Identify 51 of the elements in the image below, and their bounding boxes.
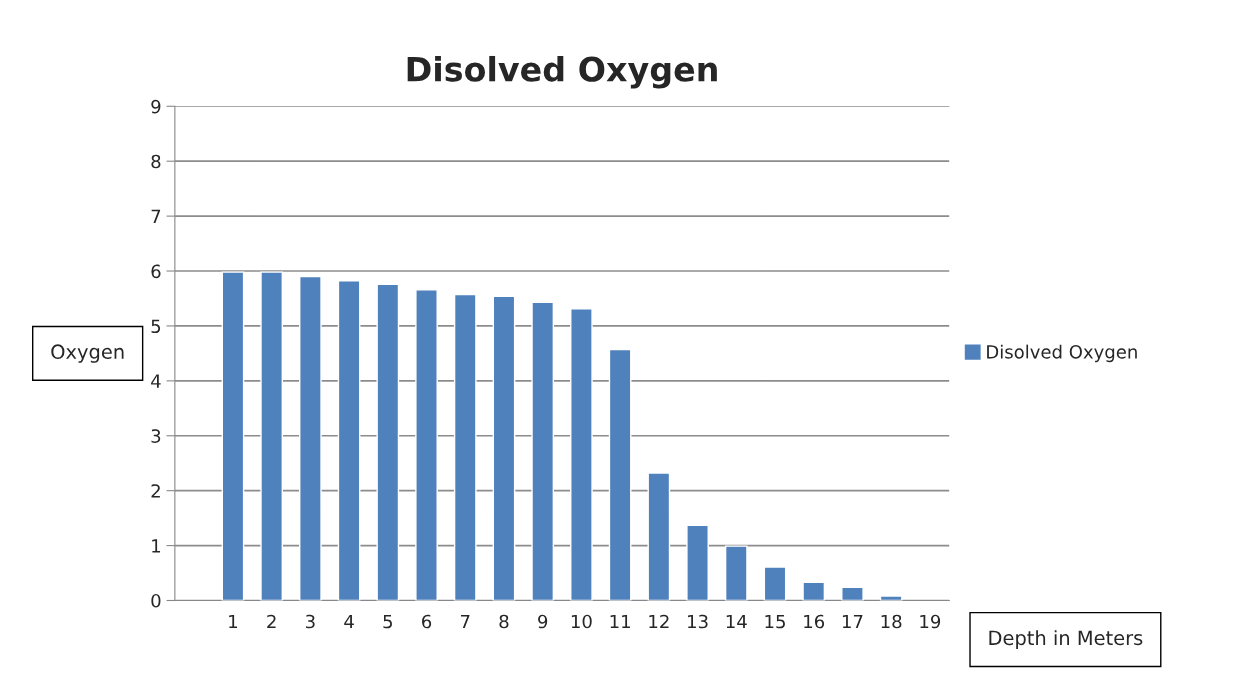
bar — [221, 271, 245, 601]
bar — [299, 275, 322, 601]
y-tick-label: 2 — [151, 484, 160, 498]
bar — [802, 581, 826, 601]
x-tick-label: 10 — [571, 614, 592, 629]
x-tick-label: 12 — [649, 614, 669, 629]
x-tick-label: 19 — [920, 614, 941, 629]
x-axis-title: Depth in Meters — [989, 630, 1143, 649]
bar — [453, 293, 477, 601]
x-tick-label: 15 — [765, 614, 785, 629]
x-tick-label: 1 — [229, 614, 238, 629]
y-tick-label: 6 — [151, 264, 161, 279]
x-tick-label: 16 — [804, 614, 825, 629]
x-tick-label: 3 — [306, 614, 315, 629]
bar — [337, 280, 361, 601]
y-axis-title: Oxygen — [51, 344, 124, 363]
bar — [879, 595, 903, 601]
bar — [376, 283, 400, 601]
y-tick-label: 9 — [151, 99, 161, 114]
bar — [763, 566, 787, 601]
x-tick-label: 8 — [499, 614, 509, 629]
x-tick-label: 9 — [538, 614, 548, 629]
y-tick-label: 5 — [151, 319, 161, 334]
y-tick-label: 4 — [151, 374, 161, 388]
x-tick-label: 6 — [422, 614, 432, 629]
x-tick-label: 5 — [383, 614, 392, 629]
x-tick-label: 11 — [610, 614, 630, 629]
y-tick-label: 0 — [151, 593, 161, 608]
bar — [492, 295, 516, 601]
legend-label: Disolved Oxygen — [987, 344, 1137, 363]
bar — [647, 472, 671, 601]
x-tick-label: 4 — [344, 614, 354, 629]
bar — [841, 586, 864, 601]
bar — [686, 524, 709, 601]
x-tick-label: 7 — [460, 614, 470, 629]
y-tick-label: 7 — [151, 209, 161, 223]
x-tick-label: 2 — [267, 614, 276, 629]
y-tick-label: 3 — [151, 429, 161, 443]
bar — [608, 348, 632, 601]
x-tick-label: 17 — [842, 614, 863, 629]
bar — [724, 545, 748, 601]
x-tick-label: 14 — [726, 614, 747, 629]
y-tick-label: 8 — [151, 154, 161, 169]
chart-title: Disolved Oxygen — [407, 55, 717, 89]
bar — [260, 271, 284, 601]
y-tick-label: 1 — [152, 539, 160, 553]
bar — [415, 289, 438, 601]
bar — [531, 301, 555, 601]
x-tick-label: 13 — [688, 614, 708, 629]
bar — [570, 308, 593, 601]
x-tick-label: 18 — [881, 614, 902, 629]
